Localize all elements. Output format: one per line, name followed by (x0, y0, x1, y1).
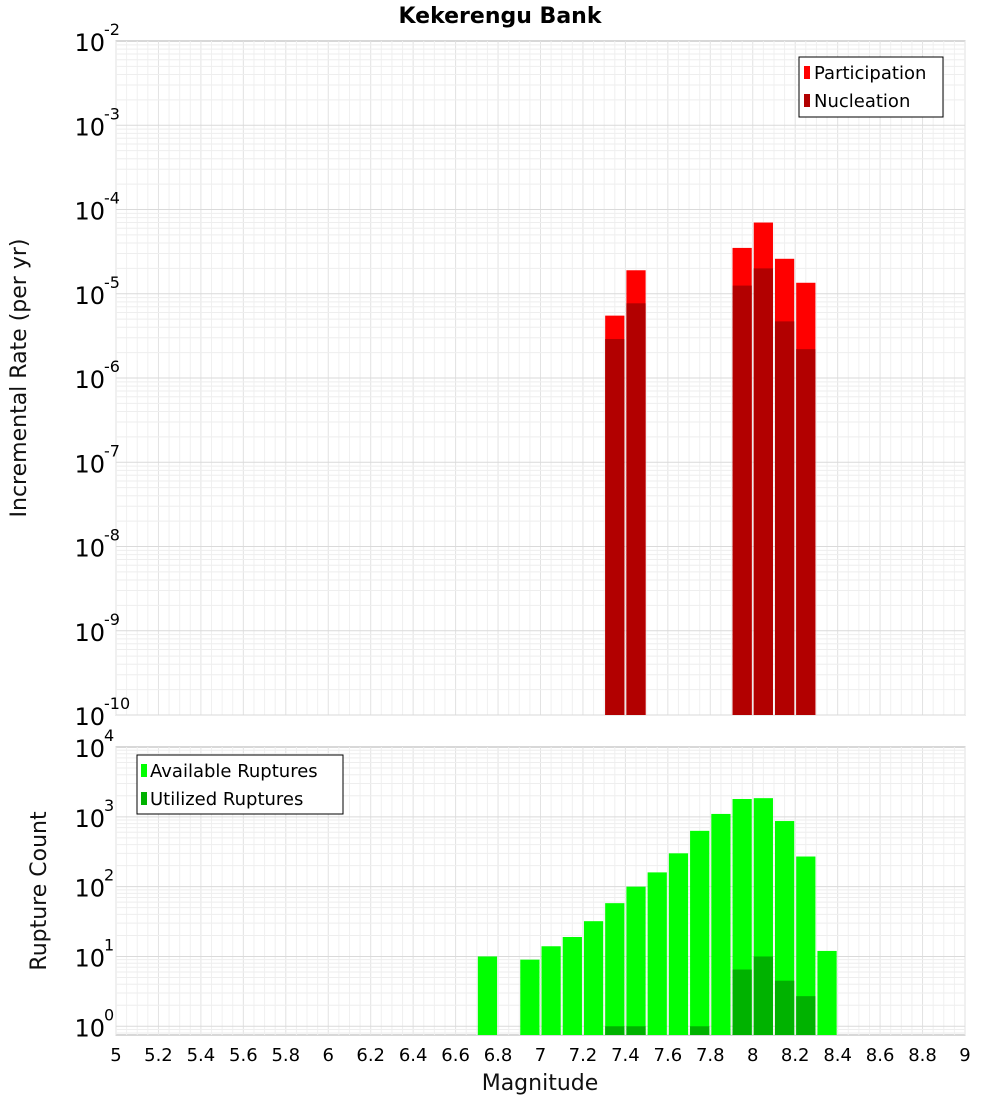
x-tick-label: 7.2 (569, 1045, 598, 1066)
y-tick-label: 10 (74, 619, 105, 647)
y-tick-exponent: -6 (104, 357, 120, 376)
y-tick-label: 10 (74, 113, 105, 141)
bar-nucleation (753, 268, 773, 715)
x-tick-label: 5.2 (144, 1045, 173, 1066)
bottom-legend-box (136, 754, 344, 815)
x-tick-label: 8 (747, 1045, 758, 1066)
top-bars (605, 222, 816, 716)
y-tick-exponent: -4 (104, 189, 120, 208)
y-tick-exponent: -7 (104, 441, 120, 460)
bar-available-ruptures (647, 872, 667, 1035)
y-tick-label: 10 (74, 703, 105, 731)
top-y-axis-label: Incremental Rate (per yr) (7, 239, 32, 518)
x-tick-label: 5.8 (271, 1045, 300, 1066)
top-gridlines (115, 41, 966, 716)
x-tick-label: 7.4 (611, 1045, 640, 1066)
bar-available-ruptures (711, 813, 731, 1035)
x-tick-label: 5.6 (229, 1045, 258, 1066)
legend-label-utilized: Utilized Ruptures (150, 789, 303, 810)
bottom-y-axis-label: Rupture Count (27, 811, 52, 971)
x-ticks: 5 5.2 5.4 5.6 5.8 6 6.2 6.4 6.6 6.8 7 7.2 7.4 7.6 7.8 8… (110, 1045, 970, 1066)
x-tick-label: 8.6 (866, 1045, 895, 1066)
y-tick-label: 10 (74, 735, 105, 763)
y-tick-label: 10 (74, 944, 105, 972)
x-tick-label: 7 (535, 1045, 546, 1066)
legend-label-nucleation: Nucleation (814, 91, 910, 112)
y-tick-exponent: 3 (104, 796, 114, 815)
top-legend: Participation Nucleation (798, 56, 944, 118)
bar-utilized-ruptures (732, 969, 752, 1035)
legend-swatch-available (141, 764, 147, 777)
chart-title: Kekerengu Bank (399, 4, 603, 29)
x-tick-label: 8.8 (908, 1045, 937, 1066)
bar-available-ruptures (562, 936, 582, 1035)
y-tick-label: 10 (74, 1014, 105, 1042)
bar-available-ruptures (690, 830, 710, 1035)
bar-available-ruptures (626, 886, 646, 1035)
x-tick-label: 6.2 (356, 1045, 385, 1066)
bar-utilized-ruptures (605, 1026, 625, 1035)
y-tick-exponent: 1 (104, 935, 114, 954)
top-legend-box (798, 56, 944, 118)
x-tick-label: 5 (110, 1045, 121, 1066)
legend-label-available: Available Ruptures (150, 761, 318, 782)
legend-label-participation: Participation (814, 63, 926, 84)
x-tick-label: 6.8 (484, 1045, 513, 1066)
y-tick-label: 10 (74, 366, 105, 394)
y-tick-label: 10 (74, 282, 105, 310)
y-tick-exponent: -3 (104, 104, 120, 123)
y-tick-label: 10 (74, 29, 105, 57)
bar-available-ruptures (583, 921, 604, 1035)
x-tick-label: 8.2 (781, 1045, 810, 1066)
bar-nucleation (605, 339, 625, 715)
legend-swatch-participation (804, 66, 810, 79)
y-tick-label: 10 (74, 450, 105, 478)
bar-available-ruptures (605, 903, 625, 1035)
bar-nucleation (796, 349, 816, 715)
y-tick-label: 10 (74, 805, 105, 833)
x-tick-label: 8.4 (823, 1045, 852, 1066)
legend-swatch-nucleation (804, 94, 810, 107)
bar-nucleation (626, 303, 646, 715)
bar-utilized-ruptures (626, 1026, 646, 1035)
legend-swatch-utilized (141, 792, 147, 805)
bottom-bars (477, 798, 837, 1035)
x-tick-label: 6.4 (399, 1045, 428, 1066)
y-tick-exponent: -9 (104, 610, 120, 629)
y-tick-exponent: 0 (104, 1005, 114, 1024)
bar-available-ruptures (796, 856, 816, 1035)
bar-available-ruptures (668, 853, 689, 1035)
bar-available-ruptures (817, 950, 837, 1035)
x-tick-label: 6 (323, 1045, 334, 1066)
bar-available-ruptures (520, 959, 540, 1035)
x-tick-label: 9 (959, 1045, 970, 1066)
x-tick-label: 7.8 (696, 1045, 725, 1066)
bar-nucleation (774, 321, 795, 715)
x-axis-label: Magnitude (482, 1071, 599, 1096)
bar-utilized-ruptures (774, 980, 795, 1035)
y-tick-exponent: -8 (104, 526, 120, 545)
y-tick-exponent: 4 (104, 726, 114, 745)
x-tick-label: 5.4 (187, 1045, 216, 1066)
y-tick-exponent: -2 (104, 20, 120, 39)
bar-available-ruptures (477, 956, 498, 1035)
x-tick-label: 7.6 (654, 1045, 683, 1066)
y-tick-exponent: -10 (104, 694, 130, 713)
bar-available-ruptures (541, 946, 561, 1035)
bar-utilized-ruptures (690, 1026, 710, 1035)
bar-utilized-ruptures (753, 956, 773, 1035)
x-tick-label: 6.6 (441, 1045, 470, 1066)
bar-utilized-ruptures (796, 996, 816, 1035)
y-tick-exponent: -5 (104, 273, 120, 292)
y-tick-exponent: 2 (104, 866, 114, 885)
y-tick-label: 10 (74, 198, 105, 226)
y-tick-label: 10 (74, 535, 105, 563)
bar-nucleation (732, 285, 752, 715)
bottom-legend: Available Ruptures Utilized Ruptures (136, 754, 344, 815)
y-tick-label: 10 (74, 875, 105, 903)
